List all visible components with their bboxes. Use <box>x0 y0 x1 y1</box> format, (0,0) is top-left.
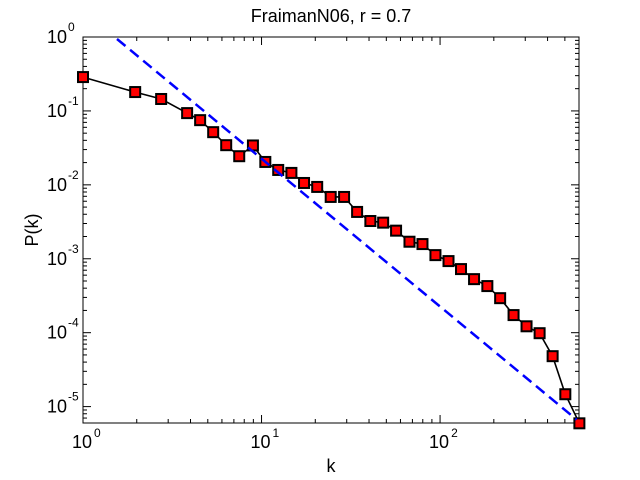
y-axis-label: P(k) <box>22 214 42 247</box>
data-point-marker <box>468 273 481 286</box>
svg-text:10: 10 <box>251 432 271 452</box>
data-point-marker <box>129 86 142 99</box>
svg-text:10: 10 <box>429 432 449 452</box>
svg-text:10: 10 <box>47 323 67 343</box>
x-tick-label: 10 0 <box>72 426 101 452</box>
svg-text:10: 10 <box>72 432 92 452</box>
data-point-marker <box>507 309 520 322</box>
plot-area <box>77 36 586 430</box>
x-axis-label: k <box>327 456 337 476</box>
data-point-marker <box>481 280 494 293</box>
y-tick-label: 10 -3 <box>47 242 79 269</box>
data-point-marker <box>155 92 168 105</box>
data-point-marker <box>494 292 507 305</box>
data-point-marker <box>311 180 324 193</box>
data-point-marker <box>194 114 207 127</box>
data-point-marker <box>442 255 455 268</box>
power-law-fit-line <box>116 38 578 421</box>
data-point-marker <box>429 249 442 262</box>
x-tick-label: 10 1 <box>251 426 280 452</box>
svg-text:-1: -1 <box>68 94 79 108</box>
data-point-marker <box>77 71 89 84</box>
data-point-marker <box>324 190 337 203</box>
y-tick-label: 10 -5 <box>47 390 79 417</box>
data-point-marker <box>338 190 351 203</box>
data-point-marker <box>285 166 298 179</box>
data-point-marker <box>533 327 546 340</box>
data-point-marker <box>390 224 403 237</box>
data-point-marker <box>377 216 390 229</box>
svg-text:-2: -2 <box>68 168 79 182</box>
y-tick-label: 10 0 <box>47 20 75 47</box>
data-point-marker <box>416 238 429 251</box>
svg-text:10: 10 <box>47 249 67 269</box>
data-point-marker <box>559 388 572 401</box>
y-tick-label: 10 -4 <box>47 316 79 343</box>
data-point-marker <box>573 417 586 430</box>
data-line <box>82 76 581 424</box>
x-axis-tick-labels: 10 0 10 1 10 2 <box>72 426 458 452</box>
data-point-marker <box>207 126 220 139</box>
data-point-marker <box>403 235 416 248</box>
data-point-marker <box>233 150 246 163</box>
svg-text:-3: -3 <box>68 242 79 256</box>
data-point-marker <box>272 163 285 176</box>
data-point-marker <box>351 205 364 218</box>
svg-text:10: 10 <box>47 27 67 47</box>
y-tick-label: 10 -1 <box>47 94 79 121</box>
data-point-marker <box>298 176 311 189</box>
data-point-marker <box>455 263 468 276</box>
svg-text:0: 0 <box>94 426 101 440</box>
svg-text:-4: -4 <box>68 316 79 330</box>
svg-text:10: 10 <box>47 175 67 195</box>
data-point-marker <box>364 215 377 228</box>
svg-text:-5: -5 <box>68 390 79 404</box>
svg-text:10: 10 <box>47 101 67 121</box>
svg-text:0: 0 <box>68 20 75 34</box>
data-point-marker <box>181 107 194 120</box>
svg-text:10: 10 <box>47 397 67 417</box>
data-point-marker <box>546 350 559 363</box>
data-point-marker <box>520 320 533 333</box>
x-tick-label: 10 2 <box>429 426 458 452</box>
svg-text:1: 1 <box>273 426 280 440</box>
svg-text:2: 2 <box>451 426 458 440</box>
axis-ticks <box>82 36 580 424</box>
y-tick-label: 10 -2 <box>47 168 79 195</box>
data-point-marker <box>220 139 233 152</box>
chart-title: FraimanN06, r = 0.7 <box>251 6 412 26</box>
